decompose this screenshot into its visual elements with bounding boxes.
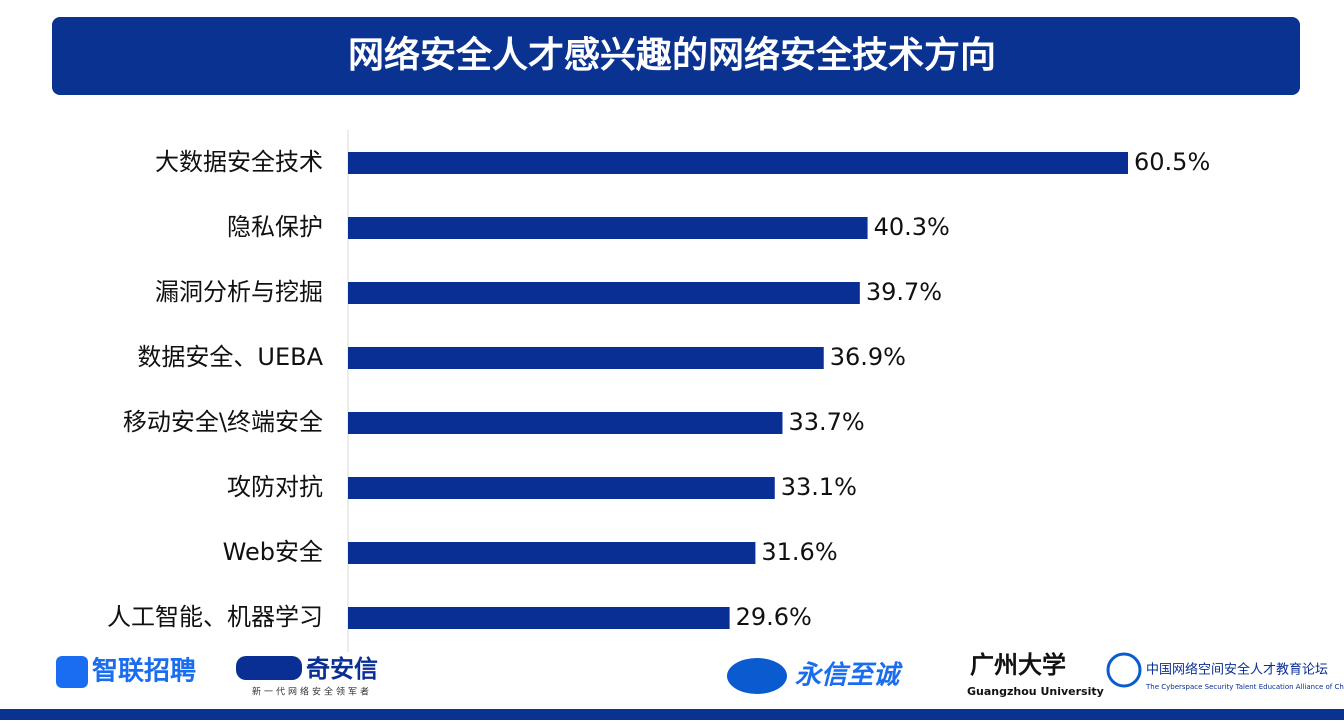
logo-text: 广州大学 bbox=[970, 651, 1066, 679]
y-tick-label: 大数据安全技术 bbox=[155, 148, 323, 176]
logo-text: Guangzhou University bbox=[967, 685, 1104, 698]
bar bbox=[348, 477, 775, 499]
value-label: 29.6% bbox=[736, 603, 812, 631]
bar bbox=[348, 282, 860, 304]
value-label: 60.5% bbox=[1134, 148, 1210, 176]
logo-text: 奇安信 bbox=[306, 655, 378, 683]
bar bbox=[348, 347, 824, 369]
qianxin-icon bbox=[236, 656, 302, 680]
logo-text: 中国网络空间安全人才教育论坛 bbox=[1146, 662, 1328, 678]
y-tick-label: 攻防对抗 bbox=[227, 473, 323, 501]
alliance-icon bbox=[1106, 652, 1142, 688]
value-label: 40.3% bbox=[874, 213, 950, 241]
chart-title: 网络安全人才感兴趣的网络安全技术方向 bbox=[348, 34, 996, 76]
y-tick-label: 移动安全\终端安全 bbox=[123, 408, 323, 436]
zhaopin-icon bbox=[56, 656, 88, 688]
bar bbox=[348, 607, 730, 629]
y-tick-label: 隐私保护 bbox=[227, 213, 323, 241]
bar bbox=[348, 412, 783, 434]
logo-text: 永信至诚 bbox=[795, 661, 903, 691]
value-label: 36.9% bbox=[830, 343, 906, 371]
bar bbox=[348, 217, 868, 239]
y-tick-label: Web安全 bbox=[223, 538, 323, 566]
title-bar bbox=[52, 17, 1300, 95]
y-tick-label: 数据安全、UEBA bbox=[137, 343, 323, 371]
bottom-strip bbox=[0, 709, 1344, 720]
logo-text: 智联招聘 bbox=[92, 657, 196, 687]
logo-text: 新一代网络安全领军者 bbox=[252, 686, 372, 698]
y-tick-label: 漏洞分析与挖掘 bbox=[155, 278, 323, 306]
yongxin-icon bbox=[727, 658, 787, 694]
bar bbox=[348, 152, 1128, 174]
value-label: 33.7% bbox=[788, 408, 864, 436]
y-tick-label: 人工智能、机器学习 bbox=[107, 603, 323, 631]
value-label: 39.7% bbox=[866, 278, 942, 306]
value-label: 31.6% bbox=[761, 538, 837, 566]
bar bbox=[348, 542, 756, 564]
logo-text: The Cyberspace Security Talent Education… bbox=[1145, 683, 1344, 691]
value-label: 33.1% bbox=[781, 473, 857, 501]
